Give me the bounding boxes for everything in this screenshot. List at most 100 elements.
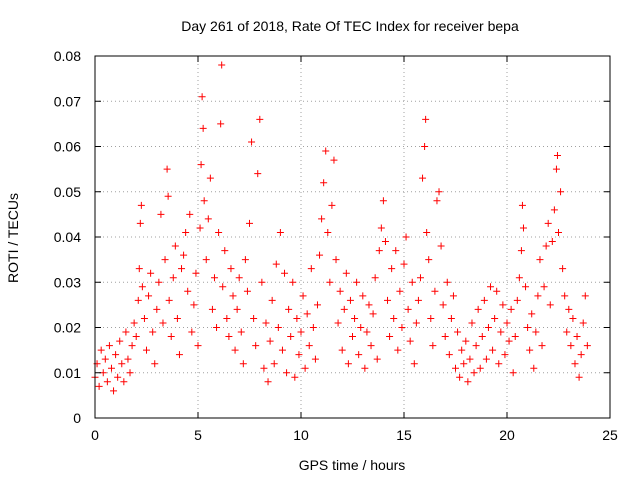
data-point: [468, 319, 476, 327]
data-point: [229, 292, 237, 300]
data-point: [497, 328, 505, 336]
data-point: [340, 305, 348, 313]
plot-frame: [94, 55, 611, 419]
data-point: [283, 369, 291, 377]
data-point: [511, 333, 519, 341]
data-point: [425, 256, 433, 264]
data-point: [157, 210, 165, 218]
data-point: [478, 333, 486, 341]
data-point: [250, 314, 258, 322]
data-point: [567, 342, 575, 350]
data-point: [137, 201, 145, 209]
data-point: [126, 369, 134, 377]
data-point: [546, 301, 554, 309]
data-point: [155, 278, 163, 286]
data-point: [182, 228, 190, 236]
data-point: [336, 287, 344, 295]
data-point: [344, 360, 352, 368]
data-point: [266, 337, 274, 345]
data-point: [449, 292, 457, 300]
data-point: [464, 378, 472, 386]
data-point: [491, 314, 499, 322]
data-point: [419, 174, 427, 182]
data-point: [505, 337, 513, 345]
data-point: [103, 378, 111, 386]
data-point: [412, 319, 420, 327]
data-point: [548, 238, 556, 246]
data-point: [233, 305, 241, 313]
data-point: [441, 333, 449, 341]
data-point: [112, 351, 120, 359]
data-point: [429, 342, 437, 350]
x-tick-label: 25: [602, 427, 618, 443]
data-point: [552, 165, 560, 173]
data-point: [231, 346, 239, 354]
data-point: [128, 342, 136, 350]
data-point: [268, 296, 276, 304]
data-point: [219, 283, 227, 291]
data-point: [136, 219, 144, 227]
data-point: [482, 355, 490, 363]
data-point: [522, 283, 530, 291]
data-point: [101, 355, 109, 363]
data-point: [435, 188, 443, 196]
data-point: [272, 260, 280, 268]
x-tick-label: 15: [396, 427, 412, 443]
data-point: [120, 378, 128, 386]
y-tick-label: 0.05: [54, 184, 81, 200]
data-point: [351, 314, 359, 322]
data-point: [534, 292, 542, 300]
data-point: [338, 346, 346, 354]
data-point: [532, 328, 540, 336]
data-point: [143, 346, 150, 354]
data-point: [565, 305, 573, 313]
data-point: [198, 93, 206, 101]
data-point: [215, 228, 223, 236]
data-point: [439, 301, 447, 309]
data-point: [536, 256, 544, 264]
data-point: [221, 247, 229, 255]
data-point: [557, 188, 565, 196]
data-point: [583, 342, 591, 350]
data-point: [171, 242, 179, 250]
data-point: [164, 192, 172, 200]
grid-layer: [95, 56, 610, 418]
y-tick-label: 0: [73, 410, 81, 426]
data-point: [377, 224, 385, 232]
data-point: [208, 305, 216, 313]
data-point: [202, 256, 210, 264]
data-point: [363, 328, 371, 336]
data-point: [421, 143, 429, 150]
x-tick-label: 5: [194, 427, 202, 443]
data-point: [130, 319, 138, 327]
data-point: [559, 265, 567, 273]
data-point: [239, 360, 247, 368]
data-point: [252, 342, 260, 350]
data-point: [309, 324, 317, 331]
data-point: [515, 274, 523, 282]
data-point: [357, 324, 365, 331]
data-point: [243, 287, 251, 295]
data-point: [495, 360, 503, 368]
data-point: [472, 342, 480, 350]
data-point: [270, 360, 278, 368]
data-point: [359, 292, 367, 300]
data-point: [114, 373, 122, 381]
data-point: [561, 292, 569, 300]
data-point: [206, 174, 214, 182]
data-point: [145, 292, 153, 300]
data-point: [305, 342, 313, 350]
data-point: [334, 319, 342, 327]
data-point: [199, 124, 207, 132]
data-point: [204, 215, 212, 223]
y-tick-label: 0.04: [54, 229, 81, 245]
data-point: [487, 283, 495, 291]
data-point: [322, 147, 330, 155]
data-point: [349, 333, 356, 341]
data-point: [161, 256, 169, 264]
x-tick-label: 20: [499, 427, 515, 443]
data-point: [447, 314, 455, 322]
data-point: [184, 287, 192, 295]
x-axis-title: GPS time / hours: [299, 457, 406, 473]
